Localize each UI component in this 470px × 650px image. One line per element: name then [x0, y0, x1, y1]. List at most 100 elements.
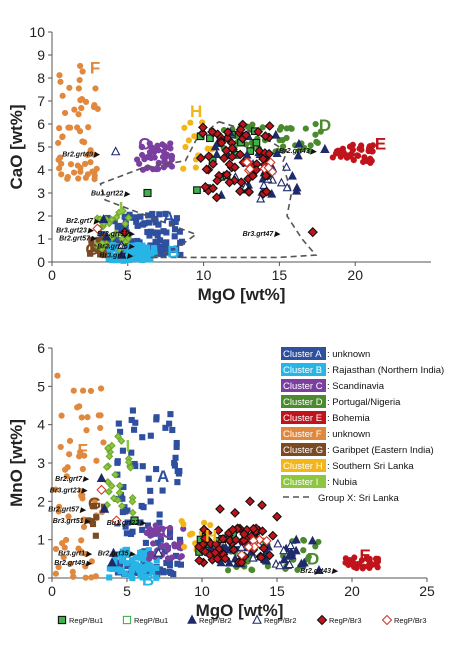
- sample-point: [279, 545, 289, 555]
- cluster-f-point: [59, 92, 66, 99]
- cluster-i-point: [117, 502, 126, 510]
- cluster-f-point: [76, 403, 83, 410]
- sample-point: [245, 496, 255, 507]
- cluster-h-point: [178, 517, 185, 525]
- cluster-f-point: [67, 560, 74, 567]
- cluster-d-point: [307, 142, 314, 149]
- sample-point: [222, 127, 233, 138]
- cluster-f-point: [79, 138, 86, 145]
- cluster-a-point: [147, 487, 154, 494]
- cluster-d-point: [313, 138, 320, 145]
- cluster-i-point: [128, 508, 137, 517]
- sample-legend: RegP/Bu1 RegP/Bu1 RegP/Br2 RegP/Br2 RegP/Br3…: [57, 614, 427, 626]
- cluster-f-point: [77, 448, 84, 455]
- legend-swatch-c: [281, 379, 326, 392]
- legend-cluster-desc: : Portugal/Nigeria: [327, 397, 401, 408]
- cluster-d-point: [279, 136, 286, 144]
- sample-annotation: Br2.grt57: [59, 235, 91, 242]
- labelled-sample-point: [99, 503, 110, 513]
- sample-point: [228, 544, 239, 555]
- sample-point: [194, 555, 205, 566]
- cluster-f-point: [92, 85, 99, 92]
- cluster-f-point: [82, 563, 89, 570]
- cluster-h-point: [207, 521, 214, 529]
- cluster-label: C: [138, 134, 150, 153]
- cluster-f-point: [97, 424, 104, 432]
- cluster-e-point: [374, 564, 381, 571]
- cluster-c-point: [149, 166, 157, 173]
- cluster-label: D: [307, 550, 319, 569]
- sample-point: [264, 148, 275, 159]
- cluster-c-point: [168, 152, 175, 159]
- y-tick-label: 6: [37, 116, 45, 132]
- cluster-i-point: [104, 487, 113, 496]
- cluster-b-point: [142, 564, 149, 571]
- y-tick-label: 4: [37, 417, 45, 433]
- cluster-f-point: [70, 169, 78, 176]
- x-tick-label: 5: [123, 583, 131, 599]
- cluster-f-point: [77, 62, 84, 70]
- cluster-b-point: [118, 568, 125, 575]
- cluster-d-point: [312, 131, 319, 138]
- cluster-h-point: [185, 137, 192, 144]
- sample-annotation: Br3.grt51: [97, 231, 128, 238]
- sample-point: [227, 151, 238, 162]
- sample-point: [200, 181, 211, 192]
- cluster-e-point: [360, 563, 368, 570]
- cluster-a-point: [152, 217, 159, 224]
- sample-point: [213, 525, 224, 536]
- cluster-c-point: [160, 164, 167, 171]
- sample-point: [254, 534, 265, 545]
- cluster-i-point: [124, 213, 133, 222]
- sample-point: [263, 162, 274, 173]
- cluster-f-point: [78, 414, 85, 421]
- cluster-f-point: [63, 536, 70, 544]
- cluster-f-point: [81, 160, 89, 167]
- cluster-c-point: [146, 550, 154, 558]
- cluster-i-point: [117, 437, 126, 445]
- cluster-b-point: [153, 564, 160, 571]
- cluster-f-point: [79, 387, 87, 394]
- cluster-c-point: [166, 524, 174, 532]
- legend-cluster-name: Cluster C: [283, 381, 323, 392]
- sample-point: [258, 153, 269, 164]
- cluster-a-point: [142, 539, 149, 546]
- cluster-b-point: [119, 557, 126, 564]
- cluster-e-point: [358, 557, 365, 564]
- cluster-b-point: [134, 241, 141, 249]
- sample-point: [260, 131, 271, 141]
- cluster-f-point: [61, 544, 68, 551]
- cluster-a-point: [162, 424, 169, 431]
- cluster-i-point: [124, 458, 133, 467]
- sample-point: [206, 134, 214, 143]
- labelled-sample-point: [320, 143, 330, 153]
- cluster-h-point: [180, 543, 188, 551]
- cluster-g-point: [89, 520, 97, 528]
- sample-point: [235, 124, 246, 135]
- cluster-f-point: [56, 72, 63, 79]
- cluster-label: I: [126, 437, 131, 456]
- legend-cluster-desc: : Bohemia: [327, 413, 370, 424]
- cluster-a-point: [162, 210, 169, 217]
- cluster-a-point: [171, 226, 179, 233]
- sample-point: [260, 170, 271, 181]
- annotation-arrow: ▶: [273, 231, 281, 238]
- y-tick-label: 7: [37, 93, 45, 109]
- cluster-i-point: [92, 241, 101, 250]
- cluster-f-point: [66, 451, 73, 458]
- annotation-arrow: ▶: [93, 218, 101, 225]
- labelled-sample-point: [130, 516, 139, 525]
- labelled-sample-point: [153, 547, 164, 557]
- cluster-f-point: [67, 124, 74, 131]
- legend-cluster-desc: : Nubia: [327, 477, 358, 488]
- cluster-i-point: [115, 481, 124, 490]
- cluster-a-point: [128, 449, 135, 456]
- cluster-c-point: [143, 529, 150, 537]
- annotation-arrow: ▶: [90, 236, 98, 243]
- cluster-c-point: [141, 156, 148, 163]
- labelled-sample-point: [307, 226, 318, 238]
- sample-point: [267, 530, 278, 541]
- sample-annotation: Br2.grt43: [279, 148, 310, 155]
- cluster-a-point: [153, 466, 160, 473]
